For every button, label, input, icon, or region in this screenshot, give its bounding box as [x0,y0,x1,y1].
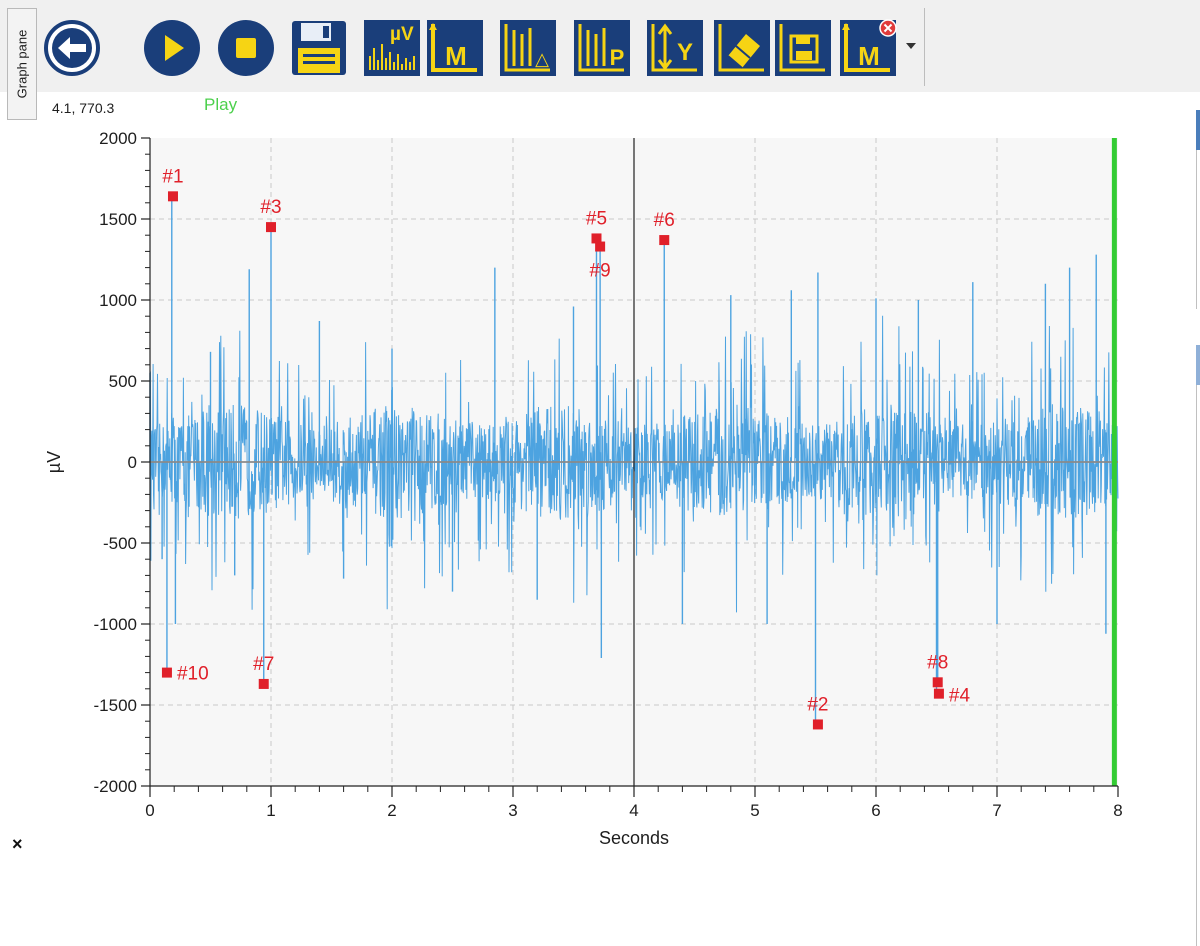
peak-marker-label: #5 [586,208,607,229]
peak-markers[interactable]: #1 #2 #3 #4 #5 #6 #7 #8 #9 #10 [161,166,971,730]
graph-pane-tab-label: Graph pane [14,29,30,99]
peak-parameters-icon: P [574,20,630,76]
save-button[interactable] [289,18,349,78]
x-tick-label: 6 [871,801,880,820]
peak-marker-label: #2 [807,694,828,715]
back-button[interactable] [42,18,102,78]
side-panel-edge [1192,100,1200,946]
peak-marker-label: #9 [590,261,611,282]
y-axis-button[interactable]: Y [645,18,705,78]
peak-marker[interactable] [258,678,269,689]
clear-markers-icon-text: M [858,41,880,71]
peak-parameters-icon-text: P [610,45,625,70]
stop-button[interactable] [216,18,276,78]
x-tick-label: 3 [508,801,517,820]
peak-parameters-button[interactable]: P [572,18,632,78]
microvolt-icon-text: µV [390,24,414,45]
playback-status: Play [204,95,238,114]
peak-detect-icon: △ [500,20,556,76]
y-axis-title: µV [44,451,64,473]
peak-detect-icon-text: △ [535,49,549,70]
x-tick-label: 7 [992,801,1001,820]
peak-marker-label: #7 [253,654,274,675]
x-tick-label: 1 [266,801,275,820]
peak-marker-label: #3 [260,197,281,218]
axis-ticks: 0 1 2 3 4 5 6 7 8 2000 1500 1000 500 0 -500 -1000 -1500 -… [94,129,1123,820]
peak-marker[interactable] [167,191,178,202]
peak-marker-label: #10 [177,664,209,685]
marker-button[interactable]: M [425,18,485,78]
peak-detect-button[interactable]: △ [498,18,558,78]
clear-markers-button[interactable]: M [838,18,898,78]
peak-marker[interactable] [266,222,276,233]
signal-trace [149,196,1119,725]
graph-pane-tab[interactable]: Graph pane [7,8,37,120]
peak-marker[interactable] [595,241,606,252]
x-tick-label: 8 [1113,801,1122,820]
play-button[interactable] [142,18,202,78]
y-axis-icon-text: Y [677,39,693,66]
x-axis-title: Seconds [599,828,669,848]
y-tick-label: 1500 [99,210,137,229]
eraser-icon [714,20,770,76]
play-icon [144,20,200,76]
back-arrow-icon [44,20,100,76]
peak-marker[interactable] [659,235,670,246]
save-disk-icon [292,21,346,75]
reference-lines [150,138,1118,786]
x-tick-label: 4 [629,801,638,820]
y-tick-label: 500 [109,372,137,391]
y-tick-label: 1000 [99,291,137,310]
stop-icon [218,20,274,76]
cursor-coordinate-readout: 4.1, 770.3 [52,100,115,116]
toolbar-overflow-dropdown[interactable] [905,42,917,50]
x-tick-label: 5 [750,801,759,820]
save-chart-button[interactable] [773,18,833,78]
peak-marker-label: #8 [927,652,948,673]
close-icon[interactable]: × [12,834,23,854]
y-tick-label: -2000 [94,777,137,796]
eraser-button[interactable] [712,18,772,78]
y-tick-label: -1500 [94,696,137,715]
signal-chart[interactable]: 0 1 2 3 4 5 6 7 8 2000 1500 1000 500 0 -500 -1000 -1500 -… [0,120,1190,860]
marker-icon: M [427,20,483,76]
peak-marker[interactable] [812,719,823,730]
peak-marker[interactable] [591,233,602,244]
save-chart-icon [775,20,831,76]
y-tick-label: 2000 [99,129,137,148]
peak-marker[interactable] [933,688,944,699]
clear-markers-icon: M [840,19,897,76]
peak-marker[interactable] [932,677,943,688]
toolbar-divider [924,8,925,86]
y-axis-icon: Y [647,20,703,76]
y-tick-label: -1000 [94,615,137,634]
marker-icon-text: M [445,41,467,71]
x-tick-label: 2 [387,801,396,820]
microvolt-scale-icon: µV [364,20,420,76]
peak-marker-label: #6 [654,210,675,231]
peak-marker[interactable] [161,667,172,678]
peak-marker-label: #1 [162,166,183,187]
y-tick-label: -500 [103,534,137,553]
x-tick-label: 0 [145,801,154,820]
peak-marker-label: #4 [949,686,971,707]
microvolt-scale-button[interactable]: µV [362,18,422,78]
y-tick-label: 0 [128,453,137,472]
